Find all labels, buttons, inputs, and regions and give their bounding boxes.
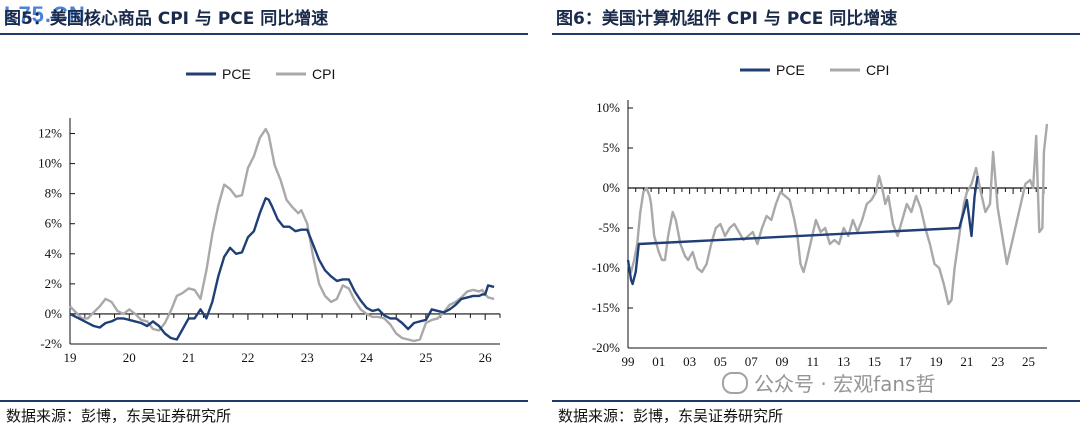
data-source: 数据来源：彭博，东吴证券研究所 — [558, 407, 784, 425]
chart-core-goods-cpi-pce: -2% 0% 2% 4% 6% 8% 10% 12% 19 20 21 22 23 24 25 26 PCE CP… — [38, 66, 501, 365]
x-tick-label: 05 — [714, 354, 727, 369]
y-tick-label: 5% — [603, 140, 621, 155]
chart-computer-components-cpi-pce: -20% -15% -10% -5% 0% 5% 10% 99 01 03 05 07 09 11 13 15… — [592, 62, 1049, 369]
source-divider — [0, 400, 528, 402]
x-tick-label: 15 — [868, 354, 881, 369]
y-tick-label: 10% — [38, 156, 62, 171]
x-tick-label: 21 — [960, 354, 973, 369]
x-tick-label: 01 — [652, 354, 665, 369]
series-line-cpi — [626, 123, 1049, 306]
title-divider — [0, 33, 528, 35]
x-tick-label: 23 — [991, 354, 1004, 369]
x-tick-label: 99 — [622, 354, 635, 369]
y-tick-label: -2% — [40, 336, 62, 351]
y-tick-label: 6% — [45, 216, 63, 231]
data-source: 数据来源：彭博，东吴证券研究所 — [6, 407, 232, 425]
x-tick-label: 11 — [807, 354, 820, 369]
x-tick-label: 19 — [930, 354, 943, 369]
series-line-cpi — [69, 127, 495, 343]
x-tick-label: 20 — [123, 350, 136, 365]
chart-title: 图5：美国核心商品 CPI 与 PCE 同比增速 — [4, 9, 329, 29]
x-tick-label: 23 — [301, 350, 314, 365]
x-tick-label: 13 — [837, 354, 850, 369]
x-tick-label: 17 — [899, 354, 913, 369]
wechat-icon — [722, 372, 748, 394]
x-tick-label: 25 — [1022, 354, 1035, 369]
watermark-logo: L75.CN — [4, 2, 86, 27]
chart-panel-core-goods: 图5：美国核心商品 CPI 与 PCE 同比增速 -2% 0% 2% 4% 6% 8% 10… — [0, 0, 528, 433]
x-tick-label: 09 — [776, 354, 789, 369]
y-tick-label: -10% — [592, 260, 620, 275]
x-tick-label: 19 — [64, 350, 77, 365]
legend-label-pce: PCE — [776, 62, 805, 78]
x-tick-label: 07 — [745, 354, 759, 369]
x-tick-label: 22 — [241, 350, 254, 365]
chart-title: 图6：美国计算机组件 CPI 与 PCE 同比增速 — [556, 9, 898, 29]
y-tick-label: 10% — [596, 100, 620, 115]
y-tick-label: -20% — [592, 340, 620, 355]
series-line-pce — [626, 175, 979, 286]
y-tick-label: 2% — [45, 276, 63, 291]
x-tick-label: 21 — [182, 350, 195, 365]
title-divider — [552, 33, 1080, 35]
x-tick-label: 26 — [479, 350, 493, 365]
watermark-social: 公众号 · 宏观fans哲 — [722, 368, 935, 397]
y-tick-label: 4% — [45, 246, 63, 261]
series-line-pce — [69, 197, 495, 341]
y-tick-label: -15% — [592, 300, 620, 315]
source-divider — [552, 400, 1080, 402]
y-tick-label: 12% — [38, 126, 62, 141]
x-tick-label: 25 — [419, 350, 432, 365]
legend-label-cpi: CPI — [866, 62, 889, 78]
x-tick-label: 03 — [683, 354, 696, 369]
y-tick-label: -5% — [598, 220, 620, 235]
chart-panel-computer-components: 图6：美国计算机组件 CPI 与 PCE 同比增速 -20% -15% -10% -5… — [552, 0, 1080, 433]
y-tick-label: 0% — [603, 180, 621, 195]
y-tick-label: 0% — [45, 306, 63, 321]
legend-label-cpi: CPI — [312, 66, 335, 82]
x-tick-label: 24 — [360, 350, 374, 365]
y-tick-label: 8% — [45, 186, 63, 201]
legend-label-pce: PCE — [222, 66, 251, 82]
